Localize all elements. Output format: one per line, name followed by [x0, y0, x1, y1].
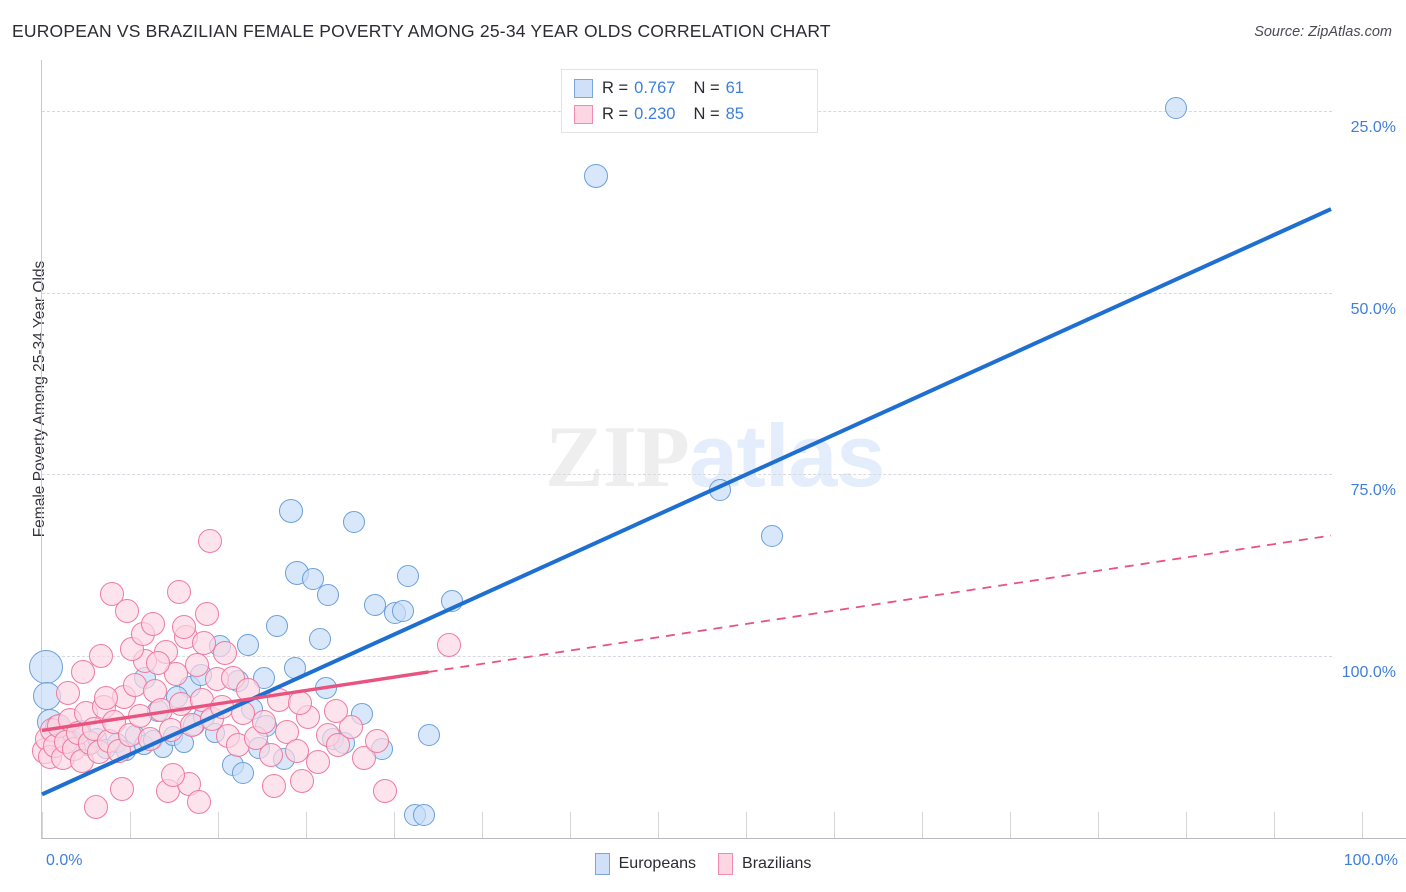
- data-point-br[interactable]: [84, 795, 109, 820]
- data-point-eu[interactable]: [265, 614, 288, 637]
- legend-label-brazilians: Brazilians: [742, 855, 812, 872]
- series-legend: Europeans Brazilians: [0, 850, 1406, 878]
- page-title: EUROPEAN VS BRAZILIAN FEMALE POVERTY AMO…: [12, 21, 831, 41]
- n-label-europeans: N =: [693, 78, 720, 97]
- data-point-eu[interactable]: [309, 627, 332, 650]
- data-point-br[interactable]: [140, 612, 165, 637]
- r-value-brazilians: 0.230: [634, 104, 676, 123]
- x-axis-tick: [306, 812, 307, 838]
- y-axis-label-50: 75.0%: [1350, 482, 1396, 500]
- data-point-eu[interactable]: [237, 633, 260, 656]
- legend-label-europeans: Europeans: [618, 855, 697, 872]
- data-point-br[interactable]: [372, 779, 397, 804]
- data-point-br[interactable]: [290, 769, 315, 794]
- data-point-br[interactable]: [236, 677, 261, 702]
- data-point-br[interactable]: [365, 728, 390, 753]
- data-point-eu[interactable]: [397, 565, 420, 588]
- x-axis-tick: [394, 812, 395, 838]
- stats-legend: R = 0.767 N = 61 R = 0.230 N = 85: [561, 69, 818, 133]
- plot-area: [28, 60, 1332, 838]
- x-axis-min-label: 0.0%: [46, 852, 83, 869]
- data-point-br[interactable]: [187, 789, 212, 814]
- data-point-eu[interactable]: [363, 594, 386, 617]
- data-point-br[interactable]: [109, 776, 134, 801]
- r-label-europeans: R =: [602, 78, 629, 97]
- data-point-eu[interactable]: [317, 584, 340, 607]
- data-point-eu[interactable]: [709, 479, 731, 502]
- x-axis-tick: [218, 812, 219, 838]
- data-point-eu[interactable]: [440, 589, 463, 612]
- n-value-europeans: 61: [725, 78, 744, 97]
- x-axis-line: [41, 838, 1406, 839]
- x-axis-tick: [746, 812, 747, 838]
- data-point-eu[interactable]: [28, 650, 63, 685]
- legend-color-europeans: [594, 853, 610, 875]
- gridline-75: [42, 292, 1332, 294]
- x-axis-tick: [1010, 812, 1011, 838]
- data-point-br[interactable]: [194, 602, 219, 627]
- x-axis-tick: [570, 812, 571, 838]
- r-label-brazilians: R =: [602, 104, 629, 123]
- data-point-eu[interactable]: [760, 524, 783, 547]
- stats-legend-row-brazilians: R = 0.230 N = 85: [574, 101, 744, 127]
- source-attribution: Source: ZipAtlas.com: [1254, 24, 1392, 40]
- y-axis-label-25: 100.0%: [1341, 664, 1396, 682]
- legend-color-brazilians: [718, 853, 734, 875]
- data-point-br[interactable]: [437, 632, 462, 657]
- x-axis-tick: [130, 812, 131, 838]
- x-axis-tick: [834, 812, 835, 838]
- n-value-brazilians: 85: [725, 104, 744, 123]
- stats-legend-row-europeans: R = 0.767 N = 61: [574, 75, 744, 101]
- data-point-br[interactable]: [171, 615, 196, 640]
- data-point-br[interactable]: [197, 529, 222, 554]
- x-axis-tick: [42, 812, 43, 838]
- data-point-br[interactable]: [89, 644, 114, 669]
- data-point-eu[interactable]: [314, 677, 337, 700]
- data-point-br[interactable]: [262, 773, 287, 798]
- legend-swatch-brazilians: [574, 104, 593, 124]
- gridline-50: [42, 474, 1332, 476]
- data-point-br[interactable]: [213, 641, 238, 666]
- data-point-eu[interactable]: [417, 723, 440, 746]
- n-label-brazilians: N =: [693, 104, 720, 123]
- y-axis-label-75: 50.0%: [1350, 300, 1396, 318]
- x-axis-tick: [1362, 812, 1363, 838]
- data-point-br[interactable]: [251, 709, 276, 734]
- data-point-br[interactable]: [287, 690, 312, 715]
- data-point-eu[interactable]: [412, 803, 435, 826]
- data-point-eu[interactable]: [278, 498, 303, 523]
- data-point-eu[interactable]: [391, 600, 414, 623]
- data-point-br[interactable]: [166, 580, 191, 605]
- data-point-eu[interactable]: [232, 761, 255, 784]
- x-axis-tick: [482, 812, 483, 838]
- x-axis-tick: [922, 812, 923, 838]
- data-point-eu[interactable]: [584, 164, 609, 189]
- legend-item-europeans[interactable]: Europeans: [594, 853, 697, 875]
- x-axis-max-label: 100.0%: [1343, 852, 1398, 869]
- x-axis-tick: [1098, 812, 1099, 838]
- x-axis-tick: [1274, 812, 1275, 838]
- data-point-br[interactable]: [115, 599, 140, 624]
- legend-swatch-europeans: [574, 78, 593, 98]
- y-axis-label-100: 25.0%: [1350, 118, 1396, 136]
- x-axis-tick: [658, 812, 659, 838]
- r-value-europeans: 0.767: [634, 78, 676, 97]
- legend-item-brazilians[interactable]: Brazilians: [718, 853, 811, 875]
- data-point-eu[interactable]: [1165, 96, 1188, 119]
- x-axis-tick: [1186, 812, 1187, 838]
- data-point-br[interactable]: [55, 680, 80, 705]
- data-point-eu[interactable]: [342, 511, 365, 534]
- data-point-eu[interactable]: [283, 656, 306, 679]
